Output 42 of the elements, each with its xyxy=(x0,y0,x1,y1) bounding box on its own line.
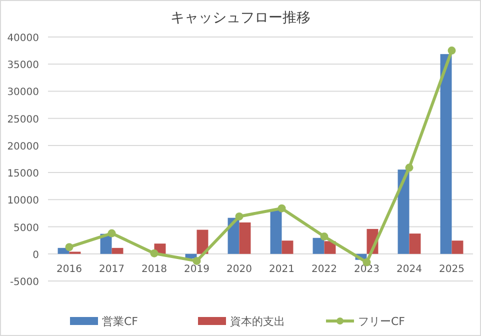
x-tick-label: 2018 xyxy=(142,264,167,275)
bar xyxy=(452,240,464,254)
y-tick-label: 15000 xyxy=(7,168,39,180)
point xyxy=(278,204,286,212)
y-tick-label: 35000 xyxy=(7,60,39,72)
y-tick-label: 40000 xyxy=(7,33,39,44)
point xyxy=(405,164,414,172)
x-tick-label: 2024 xyxy=(396,264,422,275)
x-tick-label: 2022 xyxy=(312,264,337,275)
point xyxy=(192,256,201,265)
y-tick-label: 0 xyxy=(32,250,39,261)
bar xyxy=(440,54,452,254)
y-tick-label: 5000 xyxy=(14,222,39,234)
bar xyxy=(270,210,282,254)
y-tick-label: -5000 xyxy=(10,277,39,288)
bar xyxy=(239,222,251,254)
y-tick-label: 20000 xyxy=(7,141,39,152)
x-tick-label: 2021 xyxy=(269,264,294,275)
x-tick-label: 2020 xyxy=(226,264,252,275)
x-tick-label: 2016 xyxy=(56,264,82,275)
chart-title: キャッシュフロー推移 xyxy=(170,10,310,26)
x-tick-label: 2025 xyxy=(439,264,464,275)
point xyxy=(108,229,116,238)
y-tick-label: 30000 xyxy=(7,87,39,98)
x-tick-label: 2023 xyxy=(354,264,380,275)
legend-label: フリーCF xyxy=(358,315,406,328)
point xyxy=(320,232,328,241)
bar xyxy=(112,248,124,254)
legend-label: 営業CF xyxy=(102,315,138,328)
y-tick-label: 10000 xyxy=(7,196,39,207)
point xyxy=(65,243,74,252)
point xyxy=(448,46,456,55)
bar xyxy=(312,238,324,254)
x-tick-label: 2017 xyxy=(99,264,124,275)
y-tick-label: 25000 xyxy=(7,114,39,126)
point xyxy=(150,249,158,258)
bar xyxy=(409,234,421,254)
bar xyxy=(282,240,294,254)
legend-label: 資本的支出 xyxy=(230,315,285,328)
x-tick-label: 2019 xyxy=(184,264,210,275)
bar xyxy=(398,170,410,254)
point xyxy=(235,212,244,220)
